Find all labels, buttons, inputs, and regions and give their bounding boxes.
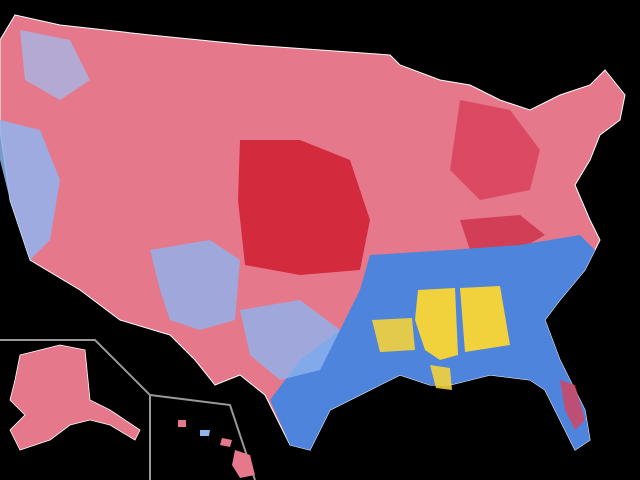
hawaii-kauai	[178, 420, 186, 427]
west-blue-region	[0, 120, 60, 260]
hawaii-oahu	[200, 430, 210, 436]
plains-dark-red	[238, 140, 370, 275]
midwest-red	[450, 100, 540, 200]
alaska	[9, 344, 141, 451]
mississippi-yellow	[415, 288, 458, 360]
hawaii-maui	[220, 438, 232, 447]
arkansas-yellow	[372, 318, 415, 352]
southwest-blue-region	[150, 240, 240, 330]
alabama-yellow	[460, 286, 510, 352]
alaska-inset-border	[0, 339, 151, 480]
northwest-blue-region	[20, 30, 90, 100]
louisiana-yellow	[430, 365, 452, 390]
florida-red	[560, 380, 585, 430]
texas-light-blue	[240, 300, 340, 380]
hawaii-big-island	[232, 450, 255, 478]
